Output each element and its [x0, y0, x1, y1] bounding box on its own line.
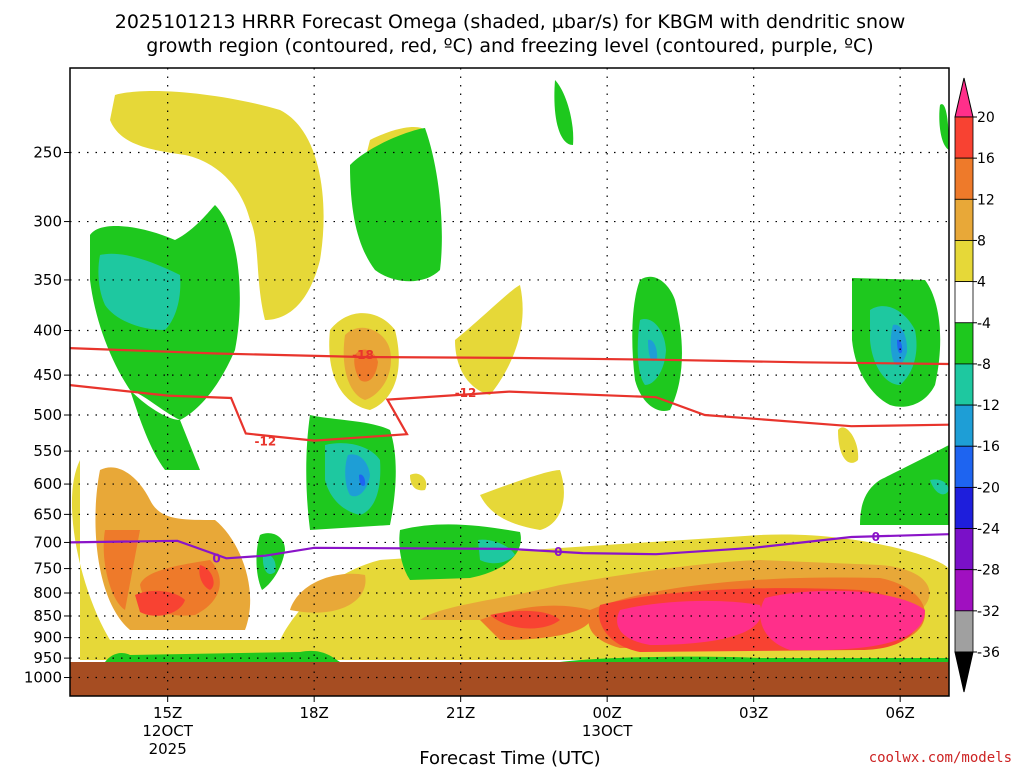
- x-tick-label: 18Z: [299, 704, 328, 722]
- x-axis-title: Forecast Time (UTC): [419, 748, 600, 768]
- contour-label: 0: [554, 545, 562, 559]
- colorbar-bottom-arrow: [954, 651, 974, 693]
- colorbar-label: -32: [977, 604, 1000, 620]
- x-tick-label: 21Z: [446, 704, 475, 722]
- y-tick-label: 750: [33, 560, 62, 578]
- chart-title-line2: growth region (contoured, red, ºC) and f…: [146, 35, 873, 57]
- x-tick-date: 13OCT: [582, 722, 633, 740]
- colorbar-label: 16: [977, 151, 995, 167]
- colorbar-label: 20: [977, 110, 995, 126]
- contour-label: 0: [872, 530, 880, 544]
- colorbar-swatch: [954, 528, 974, 571]
- y-tick-label: 950: [33, 649, 62, 667]
- colorbar-swatch: [954, 445, 974, 488]
- y-tick-label: 700: [33, 533, 62, 551]
- colorbar-top-arrow: [954, 77, 974, 118]
- credit-text: coolwx.com/models: [869, 750, 1012, 766]
- x-tick-label: 03Z: [739, 704, 768, 722]
- x-tick-date: 12OCT: [142, 722, 193, 740]
- y-tick-label: 850: [33, 607, 62, 625]
- colorbar-label: 12: [977, 192, 995, 208]
- colorbar-swatch: [954, 281, 974, 324]
- colorbar-swatch: [954, 322, 974, 365]
- y-tick-label: 450: [33, 366, 62, 384]
- plot-frame: [69, 67, 950, 697]
- y-tick-label: 300: [33, 213, 62, 231]
- y-tick-label: 500: [33, 406, 62, 424]
- colorbar-swatch: [954, 569, 974, 612]
- colorbar-swatch: [954, 116, 974, 159]
- omega-near-ground: [105, 650, 949, 662]
- colorbar-swatch: [954, 240, 974, 283]
- omega-sink-4b: [350, 80, 949, 282]
- contour-labels: -18 -12 -12 0 0 0: [212, 348, 880, 565]
- chart-title-line1: 2025101213 HRRR Forecast Omega (shaded, …: [115, 11, 906, 33]
- y-tick-label: 400: [33, 322, 62, 340]
- y-tick-label: 1000: [24, 669, 62, 687]
- contour-label: 0: [212, 551, 220, 565]
- ground-terrain: [70, 662, 949, 696]
- colorbar-swatch: [954, 486, 974, 529]
- contour-label: -18: [352, 348, 374, 362]
- y-tick-label: 600: [33, 475, 62, 493]
- x-tick-label: 06Z: [885, 704, 914, 722]
- y-tick-label: 800: [33, 584, 62, 602]
- colorbar: 20 16 12 8 4 -4 -8 -12 -16 -20 -24 -28 -32 -36: [954, 77, 1000, 693]
- colorbar-label: -8: [977, 357, 991, 373]
- x-tick-label: 15Z: [153, 704, 182, 722]
- y-tick-label: 900: [33, 629, 62, 647]
- omega-band-20: [617, 590, 925, 651]
- y-tick-label: 550: [33, 442, 62, 460]
- x-tick-label: 00Z: [592, 704, 621, 722]
- colorbar-label: 8: [977, 233, 986, 249]
- omega-upper-4a: [110, 90, 324, 320]
- colorbar-label: -4: [977, 316, 991, 332]
- x-tick-year: 2025: [149, 740, 187, 758]
- colorbar-label: -24: [977, 522, 1000, 538]
- y-axis: 250 300 350 400 450 500 550 600 650 700 750 800 850 9…: [24, 144, 70, 687]
- y-tick-label: 250: [33, 144, 62, 162]
- freezing-level-contour: [70, 533, 949, 560]
- contour-label: -12: [455, 386, 477, 400]
- dgz-contour--18: [70, 347, 949, 366]
- dgz-contour--12: [70, 384, 949, 442]
- colorbar-swatch: [954, 157, 974, 200]
- y-tick-label: 350: [33, 271, 62, 289]
- colorbar-label: -12: [977, 398, 1000, 414]
- colorbar-swatch: [954, 198, 974, 241]
- contour-lines: [70, 347, 949, 560]
- contour-label: -12: [254, 434, 276, 448]
- y-tick-label: 650: [33, 505, 62, 523]
- colorbar-label: -36: [977, 645, 1000, 661]
- colorbar-swatch: [954, 404, 974, 447]
- omega-shading: [70, 80, 949, 696]
- colorbar-label: 4: [977, 275, 986, 291]
- colorbar-label: -16: [977, 439, 1000, 455]
- colorbar-label: -20: [977, 480, 1000, 496]
- colorbar-label: -28: [977, 563, 1000, 579]
- colorbar-swatch: [954, 363, 974, 406]
- colorbar-swatch: [954, 610, 974, 653]
